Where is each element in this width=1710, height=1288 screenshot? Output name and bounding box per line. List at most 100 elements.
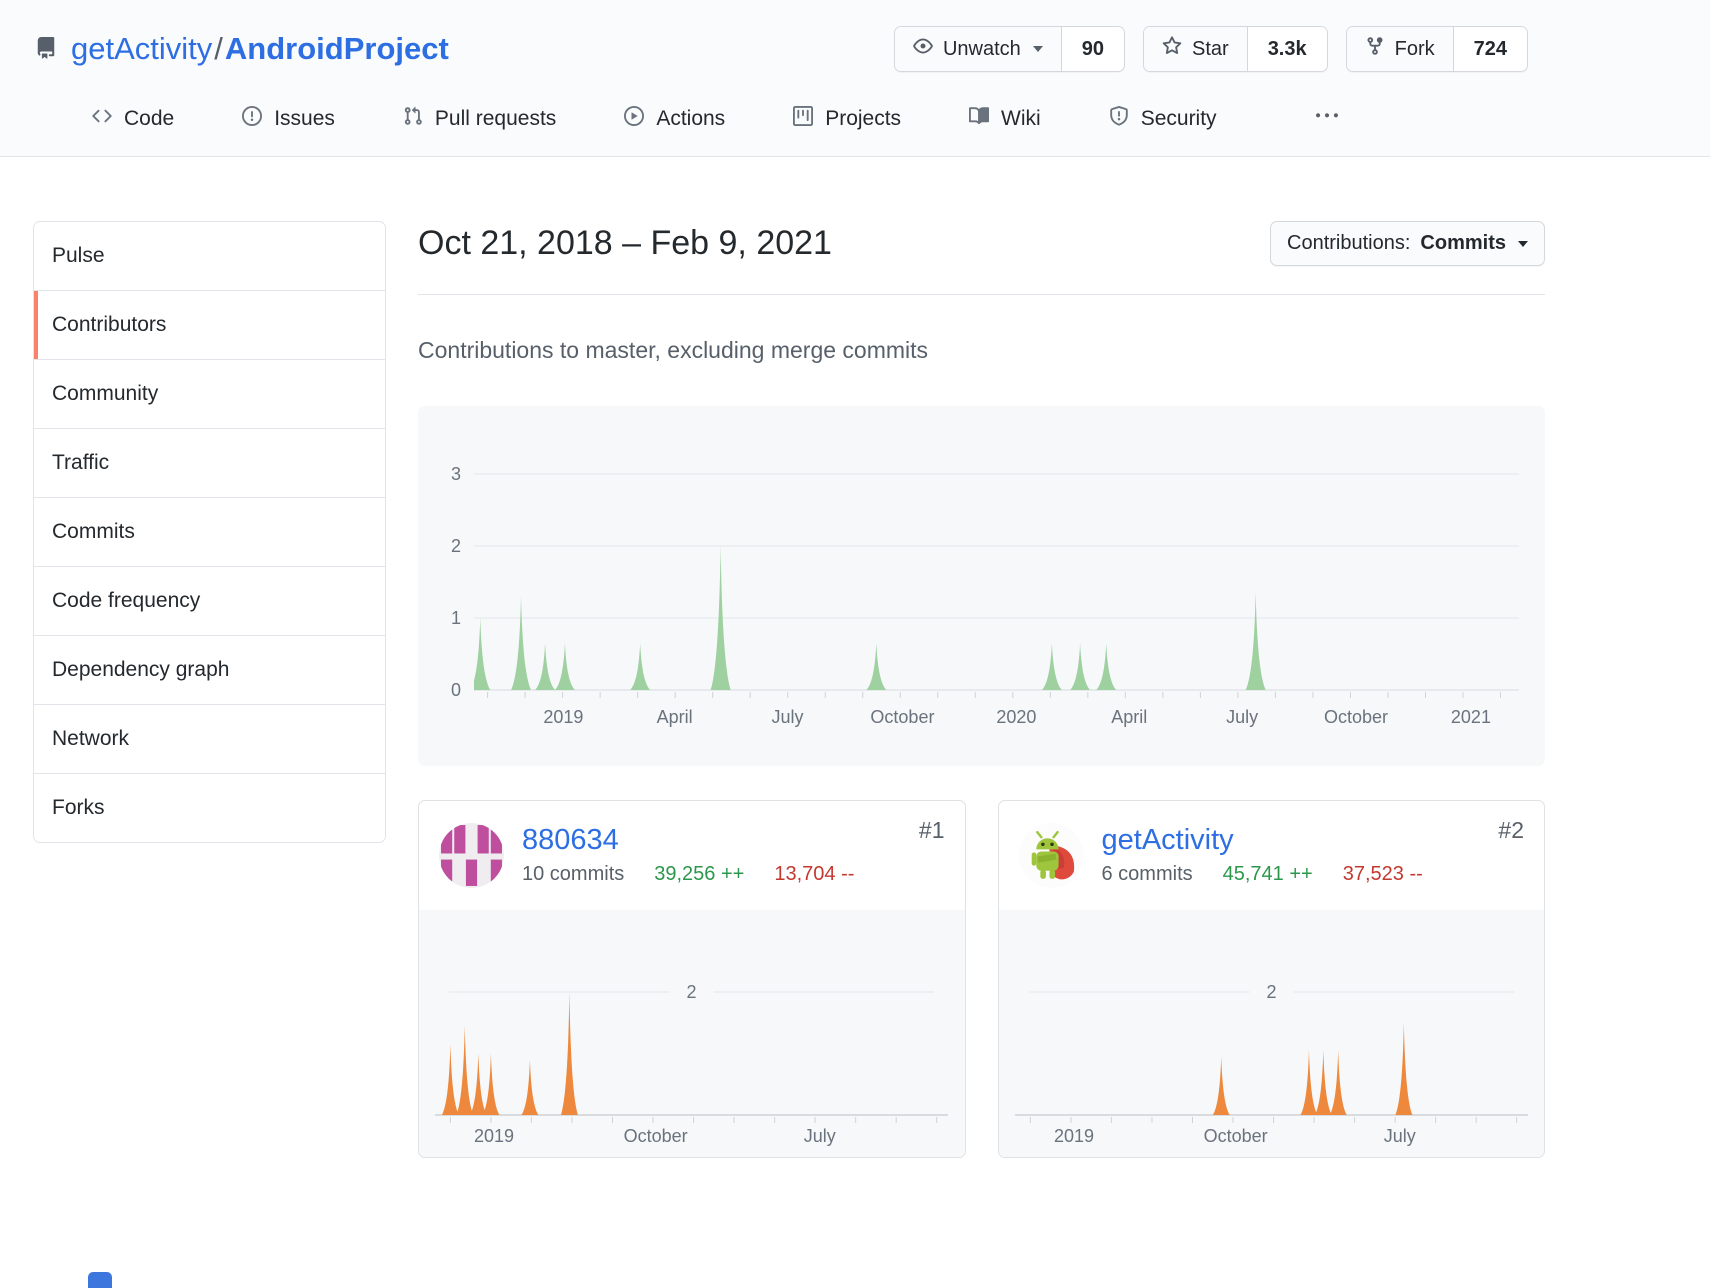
dropdown-caret-icon	[1518, 241, 1528, 247]
fork-button[interactable]: Fork	[1347, 27, 1453, 71]
repo-name-link[interactable]: AndroidProject	[225, 31, 449, 66]
contributor-additions: 45,741 ++	[1223, 863, 1313, 886]
svg-text:October: October	[1324, 707, 1388, 727]
sidebar-item-label: Pulse	[52, 244, 105, 267]
contributor-commits: 6 commits	[1102, 863, 1193, 886]
selected-indicator	[34, 291, 38, 359]
tab-actions-label: Actions	[656, 107, 725, 131]
repo-icon	[35, 31, 57, 67]
tab-wiki-label: Wiki	[1001, 107, 1041, 131]
unwatch-button[interactable]: Unwatch	[895, 27, 1061, 71]
issue-opened-icon	[242, 106, 262, 132]
fork-label: Fork	[1395, 38, 1435, 61]
tab-security-label: Security	[1141, 107, 1217, 131]
svg-text:July: July	[1383, 1126, 1415, 1146]
repo-title: getActivity/AndroidProject	[35, 31, 449, 67]
svg-text:0: 0	[451, 680, 461, 700]
svg-text:2019: 2019	[1053, 1126, 1093, 1146]
svg-text:2: 2	[686, 982, 696, 1002]
eye-icon	[913, 36, 933, 62]
insights-sidebar: Pulse Contributors Community Traffic Com…	[33, 221, 386, 843]
svg-text:April: April	[1111, 707, 1147, 727]
link-preview-bubble	[88, 1272, 112, 1288]
sidebar-item-forks[interactable]: Forks	[34, 773, 385, 842]
svg-text:July: July	[1226, 707, 1258, 727]
svg-text:2020: 2020	[996, 707, 1036, 727]
unwatch-label: Unwatch	[943, 38, 1021, 61]
sidebar-item-label: Network	[52, 727, 129, 750]
svg-text:October: October	[1203, 1126, 1267, 1146]
sidebar-item-code-frequency[interactable]: Code frequency	[34, 566, 385, 635]
tab-pull-requests[interactable]: Pull requests	[401, 102, 558, 156]
contributions-dropdown[interactable]: Contributions:Commits	[1270, 221, 1545, 266]
svg-text:April: April	[657, 707, 693, 727]
svg-text:2021: 2021	[1451, 707, 1491, 727]
contributor-additions: 39,256 ++	[654, 863, 744, 886]
svg-text:October: October	[624, 1126, 688, 1146]
svg-text:2019: 2019	[474, 1126, 514, 1146]
sidebar-item-label: Community	[52, 382, 158, 405]
tab-pull-requests-label: Pull requests	[435, 107, 556, 131]
contributor-mini-chart: 22019OctoberJuly	[419, 910, 965, 1157]
contributor-card-1: #1	[418, 800, 966, 1158]
repo-owner-link[interactable]: getActivity	[71, 31, 212, 66]
svg-text:1: 1	[451, 608, 461, 628]
star-label: Star	[1192, 38, 1229, 61]
divider	[418, 294, 1545, 295]
contributor-card-2: #2	[998, 800, 1546, 1158]
star-icon	[1162, 36, 1182, 62]
watchers-count[interactable]: 90	[1061, 27, 1124, 71]
repo-separator: /	[214, 31, 223, 66]
stars-count[interactable]: 3.3k	[1247, 27, 1327, 71]
contributions-subtitle: Contributions to master, excluding merge…	[418, 337, 1545, 364]
svg-text:October: October	[870, 707, 934, 727]
tab-issues-label: Issues	[274, 107, 335, 131]
contributor-rank: #2	[1498, 817, 1524, 844]
contributor-deletions: 13,704 --	[774, 863, 854, 886]
sidebar-item-label: Forks	[52, 796, 105, 819]
sidebar-item-dependency-graph[interactable]: Dependency graph	[34, 635, 385, 704]
svg-text:2: 2	[451, 536, 461, 556]
book-icon	[969, 106, 989, 132]
contributor-deletions: 37,523 --	[1343, 863, 1423, 886]
dropdown-prefix: Contributions:	[1287, 232, 1410, 255]
sidebar-item-traffic[interactable]: Traffic	[34, 428, 385, 497]
sidebar-item-pulse[interactable]: Pulse	[34, 222, 385, 290]
tab-projects[interactable]: Projects	[791, 102, 903, 156]
tab-projects-label: Projects	[825, 107, 901, 131]
sidebar-item-label: Dependency graph	[52, 658, 229, 681]
contributions-area-chart: 01232019AprilJulyOctober2020AprilJulyOct…	[418, 406, 1545, 766]
sidebar-item-label: Contributors	[52, 313, 166, 336]
contributor-name-link[interactable]: getActivity	[1102, 824, 1234, 856]
sidebar-item-label: Commits	[52, 520, 135, 543]
kebab-horizontal-icon	[1316, 114, 1338, 131]
contributor-name-link[interactable]: 880634	[522, 824, 619, 856]
shield-icon	[1109, 106, 1129, 132]
identicon-avatar[interactable]	[439, 823, 504, 888]
tab-actions[interactable]: Actions	[622, 102, 727, 156]
tab-code-label: Code	[124, 107, 174, 131]
android-avatar[interactable]	[1019, 823, 1084, 888]
svg-text:3: 3	[451, 464, 461, 484]
sidebar-item-contributors[interactable]: Contributors	[34, 290, 385, 359]
tab-wiki[interactable]: Wiki	[967, 102, 1043, 156]
sidebar-item-network[interactable]: Network	[34, 704, 385, 773]
code-icon	[92, 106, 112, 132]
date-range-heading: Oct 21, 2018 – Feb 9, 2021	[418, 224, 832, 263]
git-pull-request-icon	[403, 106, 423, 132]
project-icon	[793, 106, 813, 132]
tab-security[interactable]: Security	[1107, 102, 1219, 156]
svg-text:July: July	[771, 707, 803, 727]
caret-down-icon	[1033, 46, 1043, 52]
sidebar-item-commits[interactable]: Commits	[34, 497, 385, 566]
tab-issues[interactable]: Issues	[240, 102, 337, 156]
tab-code[interactable]: Code	[90, 102, 176, 156]
sidebar-item-community[interactable]: Community	[34, 359, 385, 428]
svg-text:2: 2	[1266, 982, 1276, 1002]
nav-overflow-button[interactable]	[1312, 105, 1342, 154]
repo-header: getActivity/AndroidProject Unwatch 90	[0, 0, 1710, 157]
forks-count[interactable]: 724	[1453, 27, 1527, 71]
contributor-rank: #1	[919, 817, 945, 844]
star-button[interactable]: Star	[1144, 27, 1247, 71]
repo-actions: Unwatch 90 Star 3.3k	[894, 26, 1528, 72]
